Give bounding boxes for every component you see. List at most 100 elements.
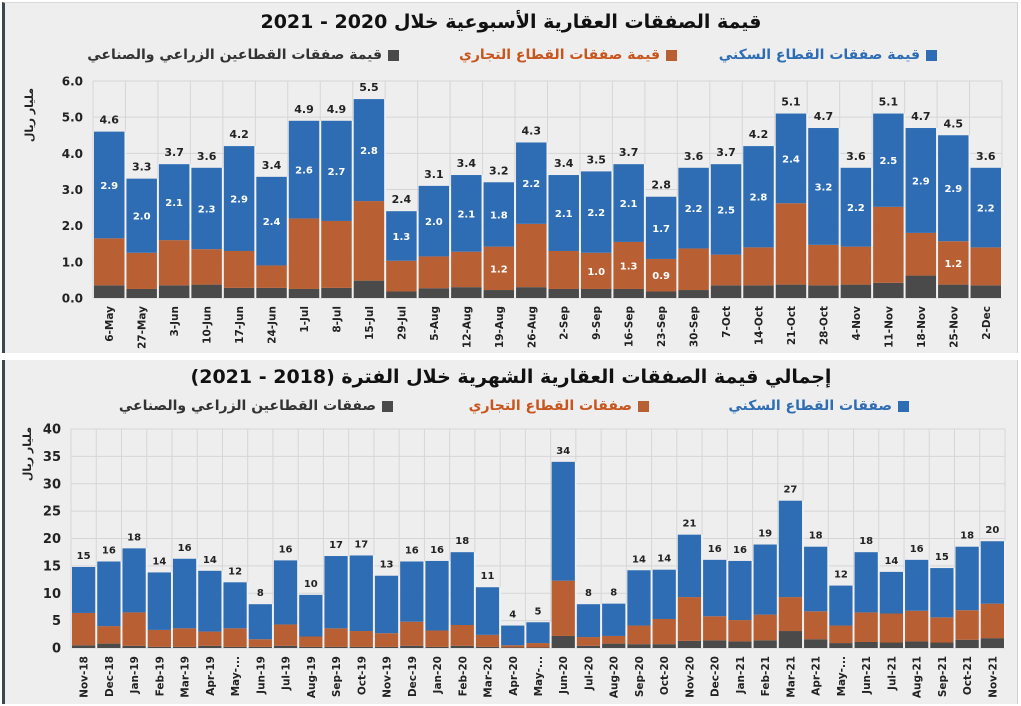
bar-segment-commercial xyxy=(710,254,742,286)
bar-total-label: 14 xyxy=(657,554,671,565)
x-tick-label: Sep-19 xyxy=(331,656,343,697)
x-tick-label: 16-Sep xyxy=(624,306,636,348)
bar-total-label: 16 xyxy=(178,543,192,554)
x-tick-label: Apr-20 xyxy=(508,656,520,696)
legend-swatch-residential xyxy=(898,400,909,412)
bar-segment-agri-industrial xyxy=(980,638,1004,648)
bar-segment-commercial xyxy=(475,634,500,647)
bar-segment-agri-industrial xyxy=(516,287,547,298)
bar-segment-residential xyxy=(223,582,247,629)
bar-total-label: 14 xyxy=(203,555,217,566)
bar-segment-residential xyxy=(288,120,320,219)
bar-segment-residential xyxy=(580,171,612,253)
bar-segment-commercial xyxy=(980,603,1004,639)
x-tick-label: 30-Sep xyxy=(689,306,701,348)
bar-segment-residential xyxy=(256,176,287,266)
bar-segment-residential xyxy=(548,175,579,251)
bar-segment-agri-industrial xyxy=(288,288,320,298)
bar-segment-agri-industrial xyxy=(147,646,171,648)
bar-segment-commercial xyxy=(147,629,171,647)
bar-segment-commercial xyxy=(72,612,96,646)
bar-segment-agri-industrial xyxy=(324,646,348,648)
bar-segment-residential xyxy=(374,575,399,634)
x-tick-label: Apr-21 xyxy=(811,656,823,696)
bar-total-label: 5.5 xyxy=(359,81,379,94)
x-tick-label: Mar-19 xyxy=(180,656,192,698)
bar-segment-commercial xyxy=(248,639,272,647)
bar-segment-commercial xyxy=(400,621,424,646)
x-tick-label: Jul-20 xyxy=(583,656,595,691)
bar-segment-commercial xyxy=(548,250,579,289)
x-tick-label: Sep-20 xyxy=(634,656,646,697)
bar-total-label: 3.4 xyxy=(554,157,574,170)
bar-total-label: 17 xyxy=(354,539,368,550)
bar-residential-label: 1.8 xyxy=(490,210,508,221)
bar-segment-commercial xyxy=(753,614,777,641)
x-tick-label: Feb-19 xyxy=(154,656,166,696)
bar-segment-residential xyxy=(703,559,727,617)
bar-residential-label: 2.7 xyxy=(328,167,346,178)
bar-segment-commercial xyxy=(451,251,482,288)
bar-residential-label: 1.7 xyxy=(652,224,670,235)
x-tick-label: Jun-19 xyxy=(255,656,267,695)
bar-total-label: 3.6 xyxy=(846,150,866,163)
bar-residential-label: 1.3 xyxy=(393,232,411,243)
bar-total-label: 4.7 xyxy=(814,110,834,123)
x-tick-label: 2-Sep xyxy=(559,306,571,340)
bar-segment-commercial xyxy=(353,201,385,281)
bar-total-label: 8 xyxy=(585,588,592,599)
bar-segment-agri-industrial xyxy=(728,641,752,648)
bar-residential-label: 2.4 xyxy=(263,217,281,228)
bar-segment-commercial xyxy=(450,625,474,646)
bar-total-label: 16 xyxy=(405,545,419,556)
bar-segment-residential xyxy=(804,546,828,612)
bar-total-label: 4.3 xyxy=(522,124,542,137)
bar-segment-residential xyxy=(879,571,904,614)
bar-segment-residential xyxy=(450,552,474,626)
bar-segment-commercial xyxy=(580,252,612,289)
x-tick-label: 19-Aug xyxy=(494,306,506,348)
bar-segment-commercial xyxy=(576,637,601,646)
x-tick-label: Nov-21 xyxy=(987,656,999,698)
bar-segment-commercial xyxy=(273,624,298,646)
monthly-chart-legend: صفقات القطاع السكني صفقات القطاع التجاري… xyxy=(5,398,1017,420)
bar-residential-label: 2.2 xyxy=(587,208,605,219)
bar-segment-residential xyxy=(97,561,121,627)
bar-segment-commercial xyxy=(829,625,853,644)
bar-segment-commercial xyxy=(425,630,449,647)
bar-segment-agri-industrial xyxy=(703,640,727,648)
bar-segment-residential xyxy=(451,175,482,252)
bar-total-label: 5.1 xyxy=(781,96,801,109)
bar-segment-commercial xyxy=(324,628,348,647)
weekly-chart-panel: قيمة الصفقات العقارية الأسبوعية خلال 202… xyxy=(2,2,1018,353)
bar-segment-residential xyxy=(728,560,752,621)
bar-segment-agri-industrial xyxy=(710,285,742,298)
x-tick-label: Oct-19 xyxy=(356,656,368,695)
x-tick-label: May-... xyxy=(230,656,242,696)
x-tick-label: 1-Jul xyxy=(299,306,311,333)
bar-segment-commercial xyxy=(840,246,872,285)
bar-commercial-label: 0.9 xyxy=(652,271,670,282)
y-tick-label: 15 xyxy=(43,559,61,574)
bar-segment-agri-industrial xyxy=(576,645,601,648)
bar-segment-residential xyxy=(551,461,575,581)
y-tick-label: 25 xyxy=(43,505,61,520)
bar-residential-label: 2.6 xyxy=(295,166,313,177)
bar-segment-agri-industrial xyxy=(126,288,157,298)
bar-total-label: 12 xyxy=(228,566,242,577)
bar-segment-agri-industrial xyxy=(804,639,828,648)
bar-total-label: 3.4 xyxy=(262,159,282,172)
y-tick-label: 5 xyxy=(52,614,61,629)
bar-segment-residential xyxy=(576,604,601,638)
bar-segment-agri-industrial xyxy=(652,644,676,648)
x-tick-label: 8-Jul xyxy=(331,306,343,333)
x-tick-label: Mar-21 xyxy=(785,656,797,698)
bar-segment-commercial xyxy=(743,247,774,286)
bar-segment-agri-industrial xyxy=(743,285,774,298)
bar-segment-commercial xyxy=(652,618,676,645)
bar-segment-residential xyxy=(905,128,937,233)
bar-segment-commercial xyxy=(677,597,702,641)
bar-residential-label: 2.8 xyxy=(750,193,768,204)
bar-total-label: 3.7 xyxy=(164,146,184,159)
bar-segment-commercial xyxy=(955,610,979,640)
